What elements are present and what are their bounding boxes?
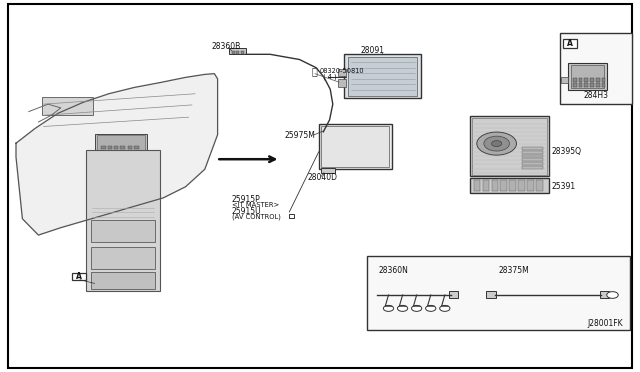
Bar xyxy=(120,146,125,149)
Text: 284H3: 284H3 xyxy=(584,92,609,100)
Bar xyxy=(229,48,246,54)
Text: 28375M: 28375M xyxy=(499,266,529,275)
Text: 25915P: 25915P xyxy=(232,195,260,204)
Bar xyxy=(289,214,294,218)
Bar xyxy=(509,180,516,191)
Bar xyxy=(584,83,588,87)
Bar xyxy=(97,135,145,151)
Text: 25915U: 25915U xyxy=(232,207,261,216)
Text: Ⓢ: Ⓢ xyxy=(312,66,318,76)
Bar xyxy=(134,146,139,149)
Bar xyxy=(522,147,543,150)
Circle shape xyxy=(477,132,516,155)
Bar xyxy=(522,155,543,157)
Bar xyxy=(602,83,605,87)
Circle shape xyxy=(484,136,509,151)
Bar xyxy=(241,51,244,54)
Text: 08320-50810: 08320-50810 xyxy=(320,68,365,74)
Bar xyxy=(584,78,588,82)
Text: 28360B: 28360B xyxy=(211,42,241,51)
Bar xyxy=(101,146,106,149)
Text: <IT MASTER>: <IT MASTER> xyxy=(232,202,279,208)
Bar xyxy=(108,146,112,149)
Bar xyxy=(114,146,118,149)
Bar xyxy=(483,180,489,191)
Bar xyxy=(573,83,577,87)
Bar xyxy=(344,54,421,98)
Bar xyxy=(470,116,549,176)
Bar xyxy=(522,162,543,165)
Text: 28360N: 28360N xyxy=(379,266,409,275)
Bar xyxy=(472,118,547,175)
Text: J28001FK: J28001FK xyxy=(588,319,623,328)
Bar xyxy=(470,178,549,193)
Bar xyxy=(518,180,525,191)
Bar xyxy=(596,83,600,87)
Bar xyxy=(600,291,609,298)
Bar xyxy=(474,180,480,191)
Bar xyxy=(91,247,155,269)
Bar xyxy=(86,150,160,291)
Circle shape xyxy=(397,305,408,311)
Bar xyxy=(338,69,346,76)
Circle shape xyxy=(383,305,394,311)
Bar xyxy=(128,146,132,149)
Bar xyxy=(492,180,498,191)
Bar xyxy=(348,57,417,96)
Bar xyxy=(486,291,496,298)
Bar xyxy=(338,79,346,87)
Bar xyxy=(236,51,239,54)
Bar xyxy=(590,83,594,87)
Circle shape xyxy=(607,292,618,298)
Bar xyxy=(42,97,93,115)
Bar xyxy=(563,39,577,48)
Bar xyxy=(72,273,86,280)
Text: ( 4 ): ( 4 ) xyxy=(323,73,337,80)
Bar xyxy=(602,78,605,82)
Bar xyxy=(449,291,458,298)
Bar xyxy=(560,33,632,104)
Bar xyxy=(527,180,534,191)
Bar xyxy=(91,220,155,242)
Bar xyxy=(321,168,335,173)
Bar xyxy=(91,272,155,289)
Bar xyxy=(590,78,594,82)
Text: 25391: 25391 xyxy=(552,182,576,190)
Bar xyxy=(579,78,582,82)
Text: 28091: 28091 xyxy=(360,46,385,55)
Text: A: A xyxy=(567,39,573,48)
Text: 28395Q: 28395Q xyxy=(552,147,582,156)
Bar xyxy=(319,124,392,169)
Bar xyxy=(232,51,235,54)
Circle shape xyxy=(426,305,436,311)
Text: (AV CONTROL): (AV CONTROL) xyxy=(232,214,280,220)
Bar xyxy=(579,83,582,87)
Bar xyxy=(500,180,507,191)
Text: 25975M: 25975M xyxy=(285,131,316,140)
Bar xyxy=(522,151,543,154)
Bar xyxy=(568,63,607,90)
Bar xyxy=(367,256,630,330)
Bar xyxy=(95,134,147,153)
Bar xyxy=(522,166,543,169)
Text: 28040D: 28040D xyxy=(307,173,337,182)
Bar xyxy=(561,77,568,83)
Bar xyxy=(536,180,543,191)
Circle shape xyxy=(412,305,422,311)
Bar xyxy=(321,126,389,167)
Bar xyxy=(522,158,543,161)
Circle shape xyxy=(440,305,450,311)
Bar xyxy=(573,78,577,82)
Text: A: A xyxy=(76,272,83,281)
Bar xyxy=(596,78,600,82)
Bar xyxy=(571,65,604,88)
Polygon shape xyxy=(16,74,218,235)
Circle shape xyxy=(492,141,502,147)
